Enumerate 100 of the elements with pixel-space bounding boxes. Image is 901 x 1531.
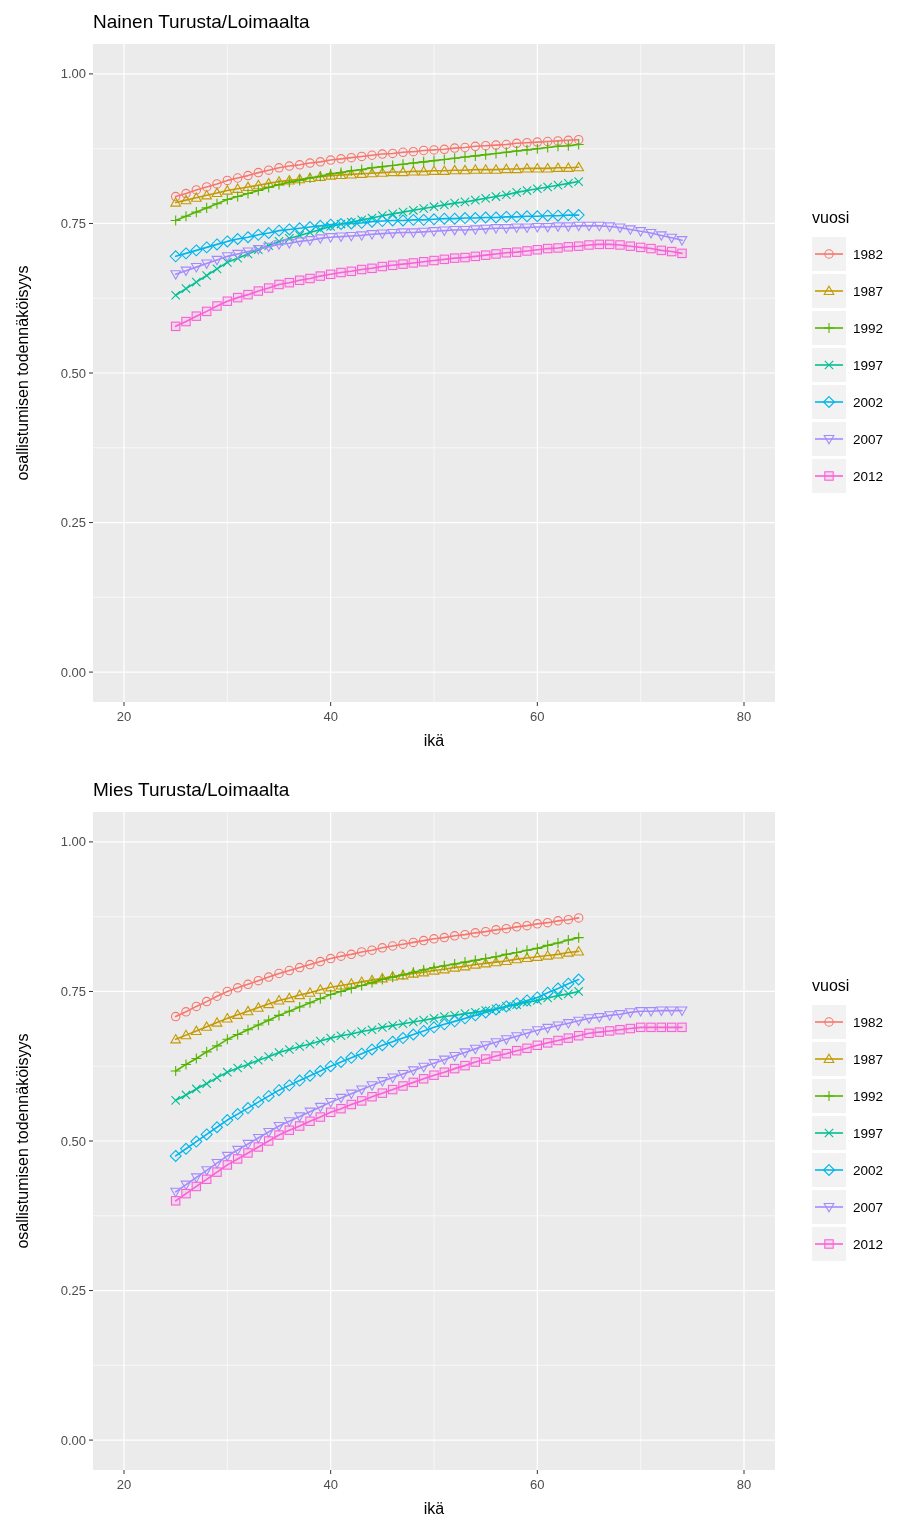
point — [438, 212, 451, 225]
point — [303, 221, 317, 234]
point — [293, 222, 306, 235]
point — [366, 167, 378, 178]
point — [346, 1099, 357, 1110]
point — [201, 1021, 213, 1031]
legend-label: 1992 — [853, 1088, 884, 1104]
point — [222, 1067, 233, 1077]
point — [604, 239, 615, 250]
point — [263, 283, 274, 293]
point — [460, 929, 470, 940]
point — [315, 956, 326, 967]
point — [284, 965, 295, 976]
point — [438, 1018, 451, 1031]
point — [501, 1048, 512, 1059]
point — [262, 227, 275, 240]
point — [397, 158, 409, 170]
point — [521, 144, 533, 156]
point — [170, 1065, 182, 1077]
point — [314, 984, 326, 994]
point — [305, 158, 315, 168]
point — [222, 175, 233, 186]
point — [573, 1030, 584, 1041]
point — [407, 1066, 419, 1076]
point — [314, 219, 327, 232]
point — [479, 211, 492, 224]
point — [396, 214, 410, 227]
point — [345, 1089, 357, 1100]
point — [232, 1145, 244, 1156]
point — [469, 212, 482, 225]
point — [180, 194, 192, 205]
point — [480, 1041, 492, 1051]
point — [346, 266, 357, 277]
point — [180, 1180, 192, 1191]
point — [356, 264, 367, 275]
point — [521, 952, 533, 963]
point — [356, 947, 367, 957]
point — [201, 202, 213, 214]
point — [212, 1167, 222, 1177]
point — [201, 996, 212, 1007]
point — [449, 164, 461, 175]
point — [366, 974, 378, 985]
point — [573, 913, 584, 923]
point — [355, 1047, 368, 1060]
y-tick-label: 0.75 — [60, 216, 86, 231]
point — [489, 211, 503, 224]
point — [274, 163, 284, 173]
point — [387, 166, 399, 177]
point — [365, 1043, 379, 1056]
point — [201, 189, 213, 200]
point — [449, 931, 460, 941]
point — [325, 155, 336, 165]
point — [325, 1098, 337, 1108]
point — [273, 1009, 285, 1021]
point — [511, 138, 522, 149]
point — [222, 296, 233, 306]
y-axis-title: osallistumisen todennäköisyys — [14, 265, 31, 481]
point — [563, 914, 574, 925]
point — [645, 1007, 657, 1017]
point — [500, 948, 512, 960]
point — [273, 176, 285, 186]
point — [315, 224, 326, 235]
point — [325, 988, 337, 1001]
point — [345, 169, 357, 179]
point — [170, 197, 182, 207]
point — [283, 992, 295, 1003]
point — [583, 1014, 595, 1024]
point — [170, 191, 181, 202]
point — [210, 1121, 224, 1134]
point — [263, 998, 275, 1009]
point — [376, 167, 388, 177]
point — [418, 227, 430, 238]
point — [170, 290, 181, 300]
point — [377, 261, 388, 272]
point — [470, 251, 481, 262]
point — [315, 1036, 326, 1046]
point — [522, 246, 532, 256]
point — [336, 154, 346, 164]
point — [418, 166, 430, 176]
y-tick-label: 0.25 — [60, 1283, 86, 1299]
point — [243, 1148, 253, 1158]
point — [272, 224, 286, 237]
y-tick-label: 0.00 — [60, 664, 86, 680]
point — [491, 140, 501, 150]
point — [315, 157, 326, 167]
point — [676, 236, 688, 246]
x-tick-label: 40 — [323, 709, 338, 724]
point — [542, 243, 553, 254]
point — [274, 279, 284, 290]
point — [428, 165, 440, 175]
point — [201, 1174, 212, 1185]
point — [459, 960, 471, 971]
point — [242, 181, 254, 192]
point — [646, 1022, 656, 1033]
point — [624, 1008, 636, 1018]
point — [191, 277, 202, 287]
point — [212, 264, 222, 274]
point — [304, 236, 316, 246]
point — [572, 973, 585, 986]
point — [252, 1019, 264, 1031]
